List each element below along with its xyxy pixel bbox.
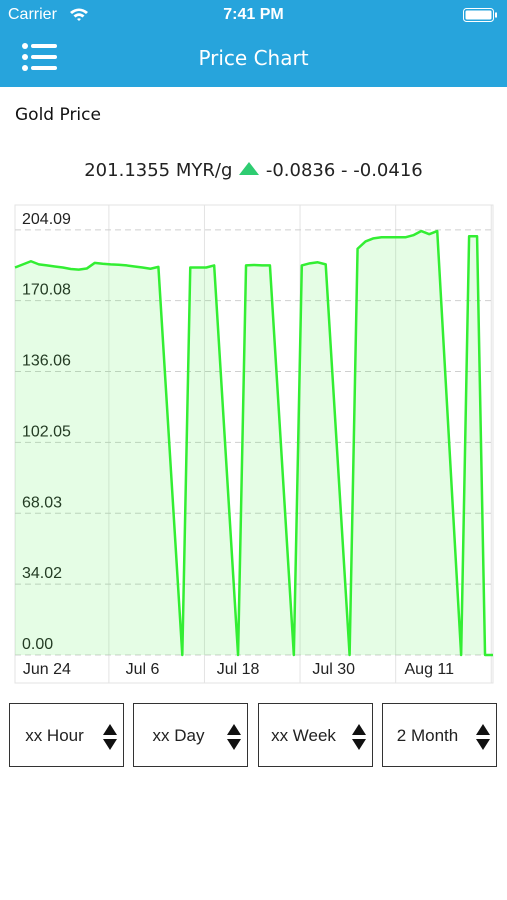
status-bar: Carrier 7:41 PM [0,0,507,30]
current-price: 201.1355 MYR/g [84,160,233,181]
dropdown[interactable]: xx Hour [9,703,124,767]
up-arrow-icon [239,162,260,175]
stepper-icon [352,724,366,750]
menu-button[interactable] [22,42,58,72]
stepper-icon [476,724,490,750]
stepper-icon [103,724,117,750]
stepper-icon [227,724,241,750]
battery-icon [463,8,497,22]
dropdown-label: xx Hour [25,726,84,745]
chart: Jun 24 Jul 6 Jul 18 Jul 30 Aug 11 0.00 34.02 68… [14,204,494,684]
clock: 7:41 PM [223,6,284,23]
dropdown-label: 2 Month [396,726,459,745]
carrier: Carrier [8,6,57,23]
x-tick-label: Jun 24 [23,661,71,678]
y-tick-label: 34.02 [22,565,62,582]
dropdown-label: xx Day [152,726,205,745]
nav-bar: Price Chart [0,30,507,87]
section-title: Gold Price [15,105,101,125]
dropdown[interactable]: 2 Month [382,703,497,767]
dropdown-label: xx Week [271,726,336,745]
price-line [14,229,493,657]
y-tick-label: 68.03 [22,494,62,511]
area-fill [15,231,493,655]
dropdown[interactable]: xx Day [133,703,248,767]
dropdown[interactable]: xx Week [258,703,373,767]
x-tick-label: Jul 6 [126,661,160,678]
y-tick-label: 170.08 [22,282,71,299]
x-tick-label: Jul 30 [312,661,355,678]
x-tick-label: Aug 11 [405,661,455,678]
nav-title: Price Chart [198,46,309,70]
wifi-icon [70,8,88,21]
y-tick-label: 136.06 [22,353,71,370]
y-tick-label: 102.05 [22,423,71,440]
y-tick-label: 204.09 [22,211,71,228]
price-summary: 201.1355 MYR/g -0.0836 - -0.0416 [0,160,507,181]
x-tick-label: Jul 18 [217,661,260,678]
price-change: -0.0836 - -0.0416 [265,160,423,181]
plot-frame [14,204,494,684]
y-tick-label: 0.00 [22,636,53,653]
